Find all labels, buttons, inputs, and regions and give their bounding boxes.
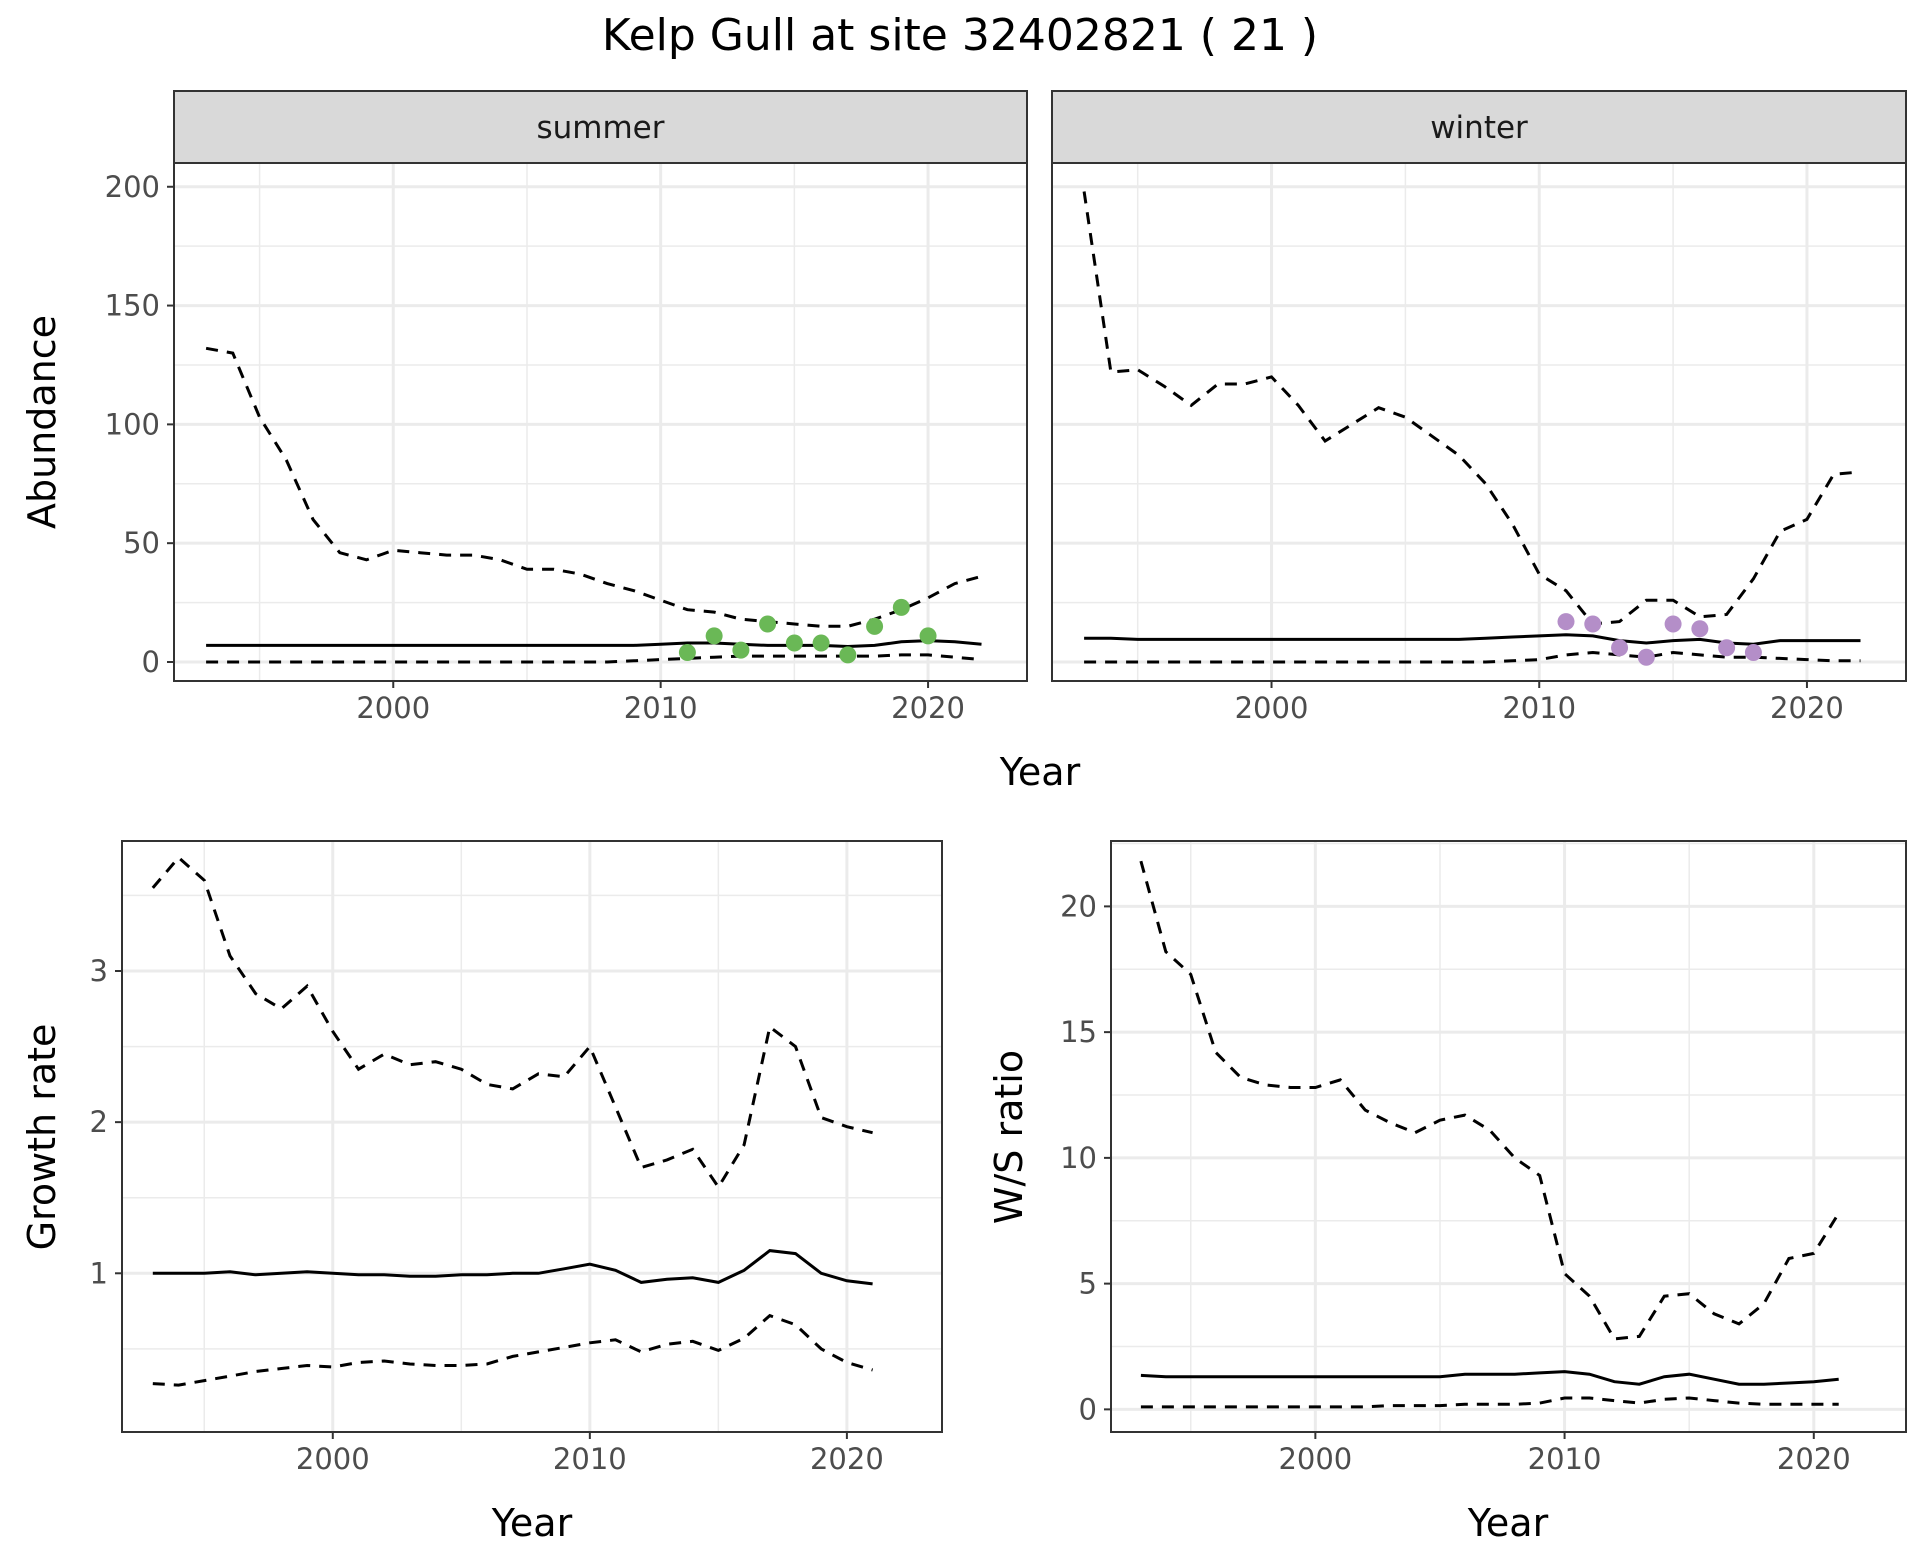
observed-point (1611, 639, 1629, 657)
upper-bound-line (1139, 860, 1840, 1341)
y-tick-label: 10 (1060, 1141, 1097, 1175)
upper-bound-line (1082, 191, 1861, 626)
observed-point (1718, 639, 1736, 657)
upper-bound-line (151, 855, 873, 1190)
observed-point (1691, 620, 1709, 638)
observed-point (1557, 613, 1575, 631)
observed-point (1637, 648, 1655, 666)
chart-title: Kelp Gull at site 32402821 ( 21 ) (602, 10, 1318, 61)
mean-line (206, 639, 982, 649)
x-tick-label: 2020 (810, 1442, 884, 1476)
observed-point (866, 617, 884, 635)
observed-point (705, 627, 723, 645)
observed-point (1584, 615, 1602, 633)
lower-bound-line (1084, 650, 1861, 664)
y-tick-label: 0 (142, 645, 160, 679)
lower-bound-line (206, 653, 982, 664)
observed-point (812, 634, 830, 652)
observed-point (1664, 615, 1682, 633)
mean-line (152, 1249, 873, 1286)
x-tick-label: 2000 (1278, 1442, 1352, 1476)
panel-border (1110, 840, 1907, 1433)
abundance-x-axis-title: Year (999, 750, 1081, 794)
ws-ratio-y-axis-title: W/S ratio (987, 1050, 1031, 1224)
abundance-y-axis-title: Abundance (20, 315, 64, 529)
upper-bound-line (205, 346, 982, 628)
facet-strip-label: summer (536, 110, 664, 146)
growth-rate-x-axis-title: Year (491, 1501, 573, 1545)
facet-strip (173, 90, 1028, 164)
y-tick-label: 20 (1060, 889, 1097, 923)
observed-point (892, 598, 910, 616)
y-tick-label: 1 (90, 1256, 108, 1290)
y-tick-label: 100 (105, 407, 160, 441)
growth-rate-y-axis-title: Growth rate (20, 1024, 64, 1251)
y-tick-label: 5 (1079, 1267, 1097, 1301)
observed-point (1744, 643, 1762, 661)
y-tick-label: 200 (105, 170, 160, 204)
x-tick-label: 2020 (891, 691, 965, 725)
x-tick-label: 2000 (296, 1442, 370, 1476)
y-tick-label: 2 (90, 1105, 108, 1139)
x-tick-label: 2010 (553, 1442, 627, 1476)
panel-border (121, 840, 943, 1433)
observed-point (678, 643, 696, 661)
x-tick-label: 2010 (1502, 691, 1576, 725)
lower-bound-line (152, 1313, 874, 1387)
facet-strip (1051, 90, 1907, 164)
y-tick-label: 150 (105, 289, 160, 323)
y-tick-label: 0 (1079, 1392, 1097, 1426)
y-tick-label: 3 (90, 954, 108, 988)
y-tick-label: 50 (123, 526, 160, 560)
x-tick-label: 2000 (1235, 691, 1309, 725)
growth-rate-panel: 2000 2010 2020 1 2 3 (90, 840, 943, 1476)
x-tick-label: 2020 (1777, 1442, 1851, 1476)
x-tick-label: 2010 (624, 691, 698, 725)
mean-line (1140, 1370, 1839, 1386)
lower-bound-line (1140, 1396, 1839, 1409)
ws-ratio-panel: 2000 2010 2020 0 5 10 15 20 (1060, 840, 1907, 1476)
x-tick-label: 2010 (1528, 1442, 1602, 1476)
observed-point (919, 627, 937, 645)
observed-point (839, 646, 857, 664)
facet-strip-label: winter (1430, 110, 1528, 146)
observed-point (759, 615, 777, 633)
observed-point (732, 641, 750, 659)
abundance-panel-winter: 2000 2010 2020 winter (1051, 90, 1907, 725)
x-tick-label: 2000 (356, 691, 430, 725)
observed-point (785, 634, 803, 652)
y-tick-label: 15 (1060, 1015, 1097, 1049)
x-tick-label: 2020 (1770, 691, 1844, 725)
ws-ratio-x-axis-title: Year (1467, 1501, 1549, 1545)
abundance-panel-summer: 2000 2010 2020 0 50 100 150 200 summer (105, 90, 1028, 725)
